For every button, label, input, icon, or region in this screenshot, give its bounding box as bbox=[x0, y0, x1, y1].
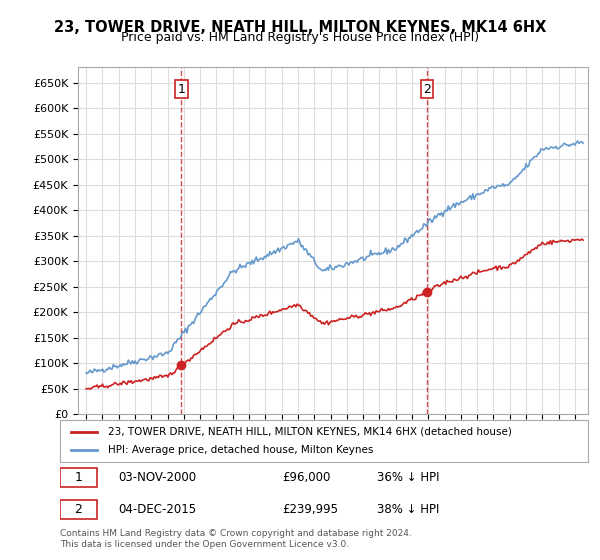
Text: 1: 1 bbox=[178, 82, 185, 96]
Text: HPI: Average price, detached house, Milton Keynes: HPI: Average price, detached house, Milt… bbox=[107, 445, 373, 455]
Text: 36% ↓ HPI: 36% ↓ HPI bbox=[377, 471, 439, 484]
Text: 03-NOV-2000: 03-NOV-2000 bbox=[118, 471, 196, 484]
Text: 23, TOWER DRIVE, NEATH HILL, MILTON KEYNES, MK14 6HX: 23, TOWER DRIVE, NEATH HILL, MILTON KEYN… bbox=[54, 20, 546, 35]
FancyBboxPatch shape bbox=[60, 468, 97, 487]
Text: 04-DEC-2015: 04-DEC-2015 bbox=[118, 503, 196, 516]
Text: £239,995: £239,995 bbox=[282, 503, 338, 516]
Text: 2: 2 bbox=[74, 503, 82, 516]
FancyBboxPatch shape bbox=[60, 500, 97, 519]
Text: Contains HM Land Registry data © Crown copyright and database right 2024.
This d: Contains HM Land Registry data © Crown c… bbox=[60, 529, 412, 549]
Text: 1: 1 bbox=[74, 471, 82, 484]
Text: 2: 2 bbox=[423, 82, 431, 96]
Text: 23, TOWER DRIVE, NEATH HILL, MILTON KEYNES, MK14 6HX (detached house): 23, TOWER DRIVE, NEATH HILL, MILTON KEYN… bbox=[107, 427, 511, 437]
Text: £96,000: £96,000 bbox=[282, 471, 330, 484]
Text: Price paid vs. HM Land Registry's House Price Index (HPI): Price paid vs. HM Land Registry's House … bbox=[121, 31, 479, 44]
Text: 38% ↓ HPI: 38% ↓ HPI bbox=[377, 503, 439, 516]
